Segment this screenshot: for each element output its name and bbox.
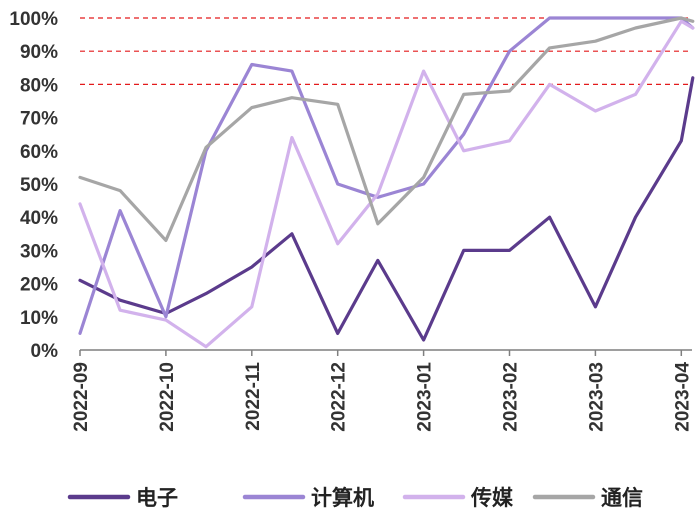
y-tick-label: 50% bbox=[20, 175, 58, 196]
y-tick-label: 30% bbox=[20, 241, 58, 262]
y-tick-label: 60% bbox=[20, 142, 58, 163]
y-tick-label: 100% bbox=[9, 9, 58, 30]
series-line-3 bbox=[78, 16, 695, 242]
y-tick-label: 90% bbox=[20, 42, 58, 63]
x-tick-label: 2022-11 bbox=[243, 362, 264, 431]
x-tick-label: 2022-12 bbox=[329, 362, 350, 432]
y-tick-label: 0% bbox=[31, 341, 59, 362]
y-tick-label: 10% bbox=[20, 308, 58, 329]
x-axis-ticks: 2022-09 2022-10 2022-11 2022-12 2023-01 2023-… bbox=[71, 350, 693, 432]
series-line-0 bbox=[78, 76, 695, 342]
x-tick-label: 2022-09 bbox=[71, 362, 92, 432]
x-tick-label: 2023-03 bbox=[586, 362, 607, 432]
legend-label-1: 计算机 bbox=[311, 486, 374, 510]
legend-label-2: 传媒 bbox=[470, 486, 514, 510]
y-axis-ticks: 0% 10% 20% 30% 40% 50% 60% 70% 80% 90% 100% bbox=[9, 9, 58, 362]
legend-label-0: 电子 bbox=[136, 486, 178, 510]
reference-lines bbox=[80, 17, 692, 86]
y-tick-label: 70% bbox=[20, 109, 58, 130]
x-tick-label: 2023-04 bbox=[672, 362, 693, 432]
x-tick-label: 2023-02 bbox=[501, 362, 522, 432]
x-tick-label: 2022-10 bbox=[157, 362, 178, 432]
legend-label-3: 通信 bbox=[601, 486, 643, 510]
series-lines bbox=[78, 16, 695, 349]
series-line-2 bbox=[78, 19, 695, 349]
y-tick-label: 80% bbox=[20, 75, 58, 96]
series-line-1 bbox=[78, 16, 695, 335]
legend: 电子 计算机 传媒 通信 bbox=[67, 486, 643, 510]
y-tick-label: 20% bbox=[20, 275, 58, 296]
y-tick-label: 40% bbox=[20, 208, 58, 229]
x-tick-label: 2023-01 bbox=[415, 362, 436, 432]
